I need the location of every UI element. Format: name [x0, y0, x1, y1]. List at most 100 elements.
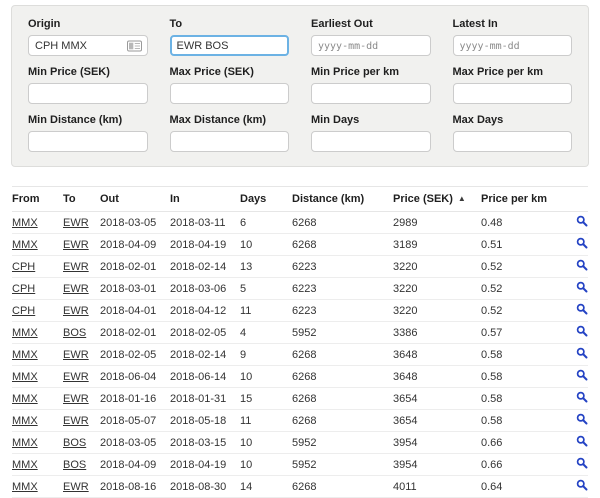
to-airport-link[interactable]: EWR	[63, 260, 89, 273]
from-airport-link[interactable]: MMX	[12, 326, 38, 339]
price-per-km-cell: 0.58	[481, 387, 565, 410]
min-price-field: Min Price (SEK)	[28, 66, 148, 104]
price-per-km-cell: 0.52	[481, 277, 565, 300]
min-price-per-km-input[interactable]	[311, 83, 431, 104]
from-airport-link[interactable]: MMX	[12, 216, 38, 229]
to-airport-link[interactable]: EWR	[63, 414, 89, 427]
table-row: CPH EWR 2018-03-01 2018-03-06 5 6223 322…	[12, 277, 588, 300]
table-row: CPH EWR 2018-04-01 2018-04-12 11 6223 32…	[12, 299, 588, 322]
origin-label: Origin	[28, 18, 61, 30]
min-days-input[interactable]	[311, 131, 431, 152]
to-airport-link[interactable]: EWR	[63, 304, 89, 317]
out-date-cell: 2018-03-05	[100, 211, 170, 234]
min-price-label: Min Price (SEK)	[28, 66, 110, 78]
search-icon[interactable]	[576, 281, 588, 293]
search-icon[interactable]	[576, 237, 588, 249]
header-price[interactable]: Price (SEK) ▲	[393, 186, 481, 212]
search-icon[interactable]	[576, 259, 588, 271]
search-icon[interactable]	[576, 435, 588, 447]
days-cell: 10	[240, 431, 292, 454]
max-distance-input[interactable]	[169, 131, 289, 152]
price-cell: 3189	[393, 233, 481, 256]
from-airport-link[interactable]: MMX	[12, 370, 38, 383]
header-actions	[565, 186, 588, 212]
max-days-field: Max Days	[452, 114, 572, 152]
search-icon[interactable]	[576, 347, 588, 359]
latest-in-input[interactable]	[452, 35, 572, 56]
search-icon[interactable]	[576, 457, 588, 469]
from-airport-link[interactable]: MMX	[12, 238, 38, 251]
header-in[interactable]: In	[170, 186, 240, 212]
header-distance[interactable]: Distance (km)	[292, 186, 393, 212]
search-icon[interactable]	[576, 391, 588, 403]
earliest-out-input[interactable]	[311, 35, 431, 56]
from-airport-link[interactable]: MMX	[12, 436, 38, 449]
header-out[interactable]: Out	[100, 186, 170, 212]
price-cell: 3654	[393, 409, 481, 432]
from-airport-link[interactable]: MMX	[12, 348, 38, 361]
header-price-per-km[interactable]: Price per km	[481, 186, 565, 212]
max-price-per-km-input[interactable]	[452, 83, 572, 104]
in-date-cell: 2018-03-06	[170, 277, 240, 300]
price-cell: 3648	[393, 365, 481, 388]
from-airport-link[interactable]: CPH	[12, 260, 36, 273]
to-airport-link[interactable]: BOS	[63, 326, 87, 339]
max-days-input[interactable]	[452, 131, 572, 152]
distance-cell: 6268	[292, 233, 393, 256]
in-date-cell: 2018-03-15	[170, 431, 240, 454]
table-row: MMX BOS 2018-02-01 2018-02-05 4 5952 338…	[12, 321, 588, 344]
autofill-contacts-icon[interactable]	[126, 40, 142, 51]
table-row: MMX EWR 2018-05-07 2018-05-18 11 6268 36…	[12, 409, 588, 432]
max-price-label: Max Price (SEK)	[169, 66, 254, 78]
days-cell: 15	[240, 387, 292, 410]
distance-cell: 6223	[292, 299, 393, 322]
days-cell: 6	[240, 211, 292, 234]
search-icon[interactable]	[576, 369, 588, 381]
search-icon[interactable]	[576, 479, 588, 491]
to-airport-link[interactable]: EWR	[63, 392, 89, 405]
to-input[interactable]	[169, 35, 289, 56]
days-cell: 11	[240, 409, 292, 432]
price-cell: 3654	[393, 387, 481, 410]
filter-grid: Origin To Earli	[28, 18, 572, 152]
search-icon[interactable]	[576, 303, 588, 315]
min-price-input[interactable]	[28, 83, 148, 104]
to-airport-link[interactable]: EWR	[63, 480, 89, 493]
to-airport-link[interactable]: EWR	[63, 216, 89, 229]
max-price-input[interactable]	[169, 83, 289, 104]
out-date-cell: 2018-04-09	[100, 453, 170, 476]
header-days[interactable]: Days	[240, 186, 292, 212]
to-airport-link[interactable]: EWR	[63, 282, 89, 295]
price-cell: 4011	[393, 475, 481, 498]
search-icon[interactable]	[576, 325, 588, 337]
from-airport-link[interactable]: CPH	[12, 282, 36, 295]
from-airport-link[interactable]: MMX	[12, 458, 38, 471]
min-distance-input[interactable]	[28, 131, 148, 152]
from-airport-link[interactable]: MMX	[12, 392, 38, 405]
price-cell: 3220	[393, 255, 481, 278]
search-icon[interactable]	[576, 215, 588, 227]
to-airport-link[interactable]: EWR	[63, 238, 89, 251]
to-airport-link[interactable]: BOS	[63, 458, 87, 471]
to-airport-link[interactable]: BOS	[63, 436, 87, 449]
distance-cell: 5952	[292, 453, 393, 476]
to-airport-link[interactable]: EWR	[63, 370, 89, 383]
from-airport-link[interactable]: CPH	[12, 304, 36, 317]
from-airport-link[interactable]: MMX	[12, 414, 38, 427]
header-from[interactable]: From	[12, 186, 63, 212]
latest-in-field: Latest In	[452, 18, 572, 56]
price-per-km-cell: 0.52	[481, 299, 565, 322]
from-airport-link[interactable]: MMX	[12, 480, 38, 493]
min-price-per-km-field: Min Price per km	[311, 66, 431, 104]
price-per-km-cell: 0.58	[481, 409, 565, 432]
table-row: CPH EWR 2018-02-01 2018-02-14 13 6223 32…	[12, 255, 588, 278]
out-date-cell: 2018-02-05	[100, 343, 170, 366]
distance-cell: 5952	[292, 321, 393, 344]
out-date-cell: 2018-03-05	[100, 431, 170, 454]
header-to[interactable]: To	[63, 186, 100, 212]
origin-input[interactable]	[28, 35, 148, 56]
to-airport-link[interactable]: EWR	[63, 348, 89, 361]
search-icon[interactable]	[576, 413, 588, 425]
out-date-cell: 2018-05-07	[100, 409, 170, 432]
in-date-cell: 2018-02-14	[170, 255, 240, 278]
